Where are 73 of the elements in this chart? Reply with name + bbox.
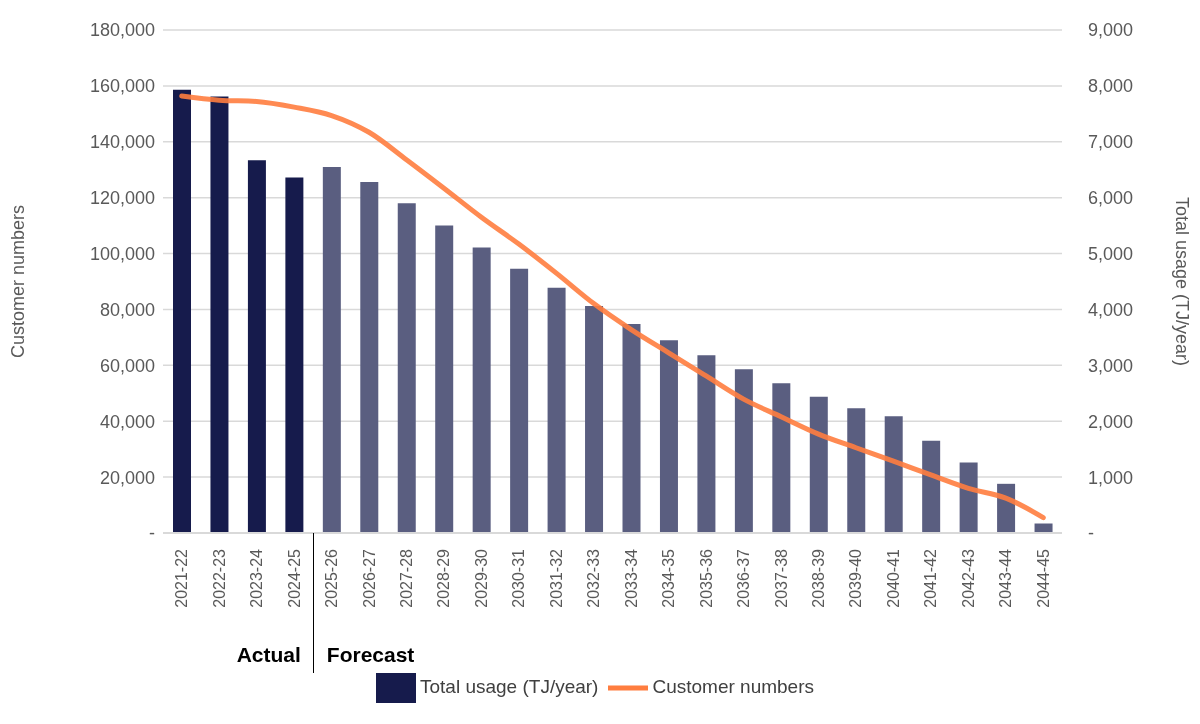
bar [1034, 523, 1053, 533]
y2-tick-label: 6,000 [1088, 188, 1134, 209]
y2-axis-title: Total usage (TJ/year) [1171, 196, 1192, 367]
bar [585, 306, 604, 533]
legend-label: Total usage (TJ/year) [419, 676, 599, 698]
bar [659, 340, 678, 533]
bar [472, 247, 491, 533]
bar [360, 182, 379, 533]
text: Forecast [326, 643, 415, 667]
x-tick-label: 2044-45 [1034, 548, 1052, 608]
x-tick-label: 2040-41 [884, 548, 902, 608]
bar [809, 396, 828, 533]
bar [547, 287, 566, 533]
y2-tick-label: - [1088, 523, 1094, 544]
bar [697, 355, 716, 533]
bar [959, 462, 978, 533]
y-tick-label: 100,000 [89, 243, 155, 264]
x-tick-label: 2021-22 [173, 548, 191, 608]
y-tick-label: 160,000 [89, 76, 155, 97]
x-tick-label: 2034-35 [660, 548, 678, 608]
x-tick-label: 2031-32 [547, 548, 565, 608]
x-tick-label: 2023-24 [248, 548, 266, 608]
x-tick-label: 2033-34 [622, 548, 640, 608]
y-tick-label: 60,000 [99, 355, 155, 376]
y-tick-label: - [149, 523, 155, 544]
bar [435, 225, 454, 533]
x-tick-label: 2035-36 [697, 548, 715, 608]
y2-tick-label: 2,000 [1088, 411, 1134, 432]
y2-tick-label: 9,000 [1088, 20, 1134, 41]
y-tick-label: 120,000 [89, 188, 155, 209]
bar [884, 416, 903, 533]
bar [622, 323, 641, 533]
bar [510, 268, 529, 533]
x-tick-label: 2038-39 [810, 548, 828, 608]
x-tick-label: 2022-23 [210, 548, 228, 608]
bar [247, 160, 266, 533]
bar [922, 440, 941, 533]
y2-tick-label: 5,000 [1088, 243, 1134, 264]
y-tick-label: 180,000 [89, 20, 155, 41]
bar [173, 89, 191, 533]
bar [734, 369, 753, 533]
y2-tick-label: 7,000 [1088, 132, 1134, 153]
y2-tick-label: 1,000 [1088, 467, 1134, 488]
bar [285, 177, 304, 533]
bar [847, 408, 866, 533]
legend-label: Customer numbers [652, 676, 815, 698]
bar [772, 383, 791, 533]
x-tick-label: 2029-30 [472, 548, 490, 608]
x-tick-label: 2030-31 [510, 548, 528, 608]
text: Actual [236, 643, 301, 667]
x-tick-label: 2043-44 [997, 548, 1015, 608]
y-tick-label: 20,000 [99, 467, 155, 488]
y2-tick-label: 8,000 [1088, 76, 1134, 97]
y2-tick-label: 3,000 [1088, 355, 1134, 376]
bar [322, 166, 341, 533]
x-tick-label: 2042-43 [959, 548, 977, 608]
y-tick-label: 80,000 [99, 299, 155, 320]
x-tick-label: 2025-26 [323, 548, 341, 608]
bar [210, 96, 229, 533]
x-tick-label: 2028-29 [435, 548, 453, 608]
x-tick-label: 2032-33 [585, 548, 603, 608]
x-tick-label: 2026-27 [360, 548, 378, 608]
x-tick-label: 2024-25 [285, 548, 303, 608]
x-tick-label: 2041-42 [922, 548, 940, 608]
y-axis-title: Customer numbers [8, 204, 29, 359]
x-tick-label: 2039-40 [847, 548, 865, 608]
y2-tick-label: 4,000 [1088, 299, 1134, 320]
x-tick-label: 2027-28 [397, 548, 415, 608]
y-tick-label: 40,000 [99, 411, 155, 432]
x-tick-label: 2036-37 [735, 548, 753, 608]
y-tick-label: 140,000 [89, 132, 155, 153]
bar [397, 203, 416, 533]
x-tick-label: 2037-38 [772, 548, 790, 608]
